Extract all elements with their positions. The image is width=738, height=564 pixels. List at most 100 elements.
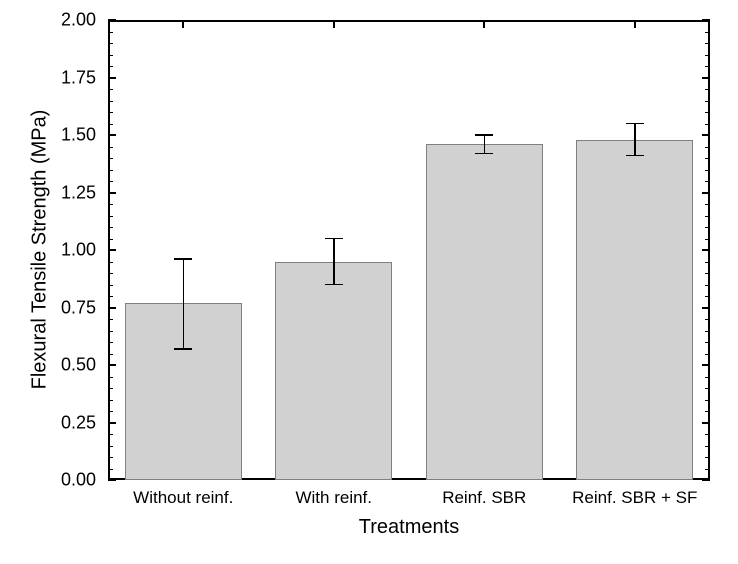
y-minor-tick [705,170,710,171]
y-minor-tick [108,181,113,182]
y-minor-tick [108,112,113,113]
bar [275,262,392,481]
y-tick [702,249,710,251]
y-minor-tick [108,446,113,447]
y-minor-tick [705,101,710,102]
x-tick-label: Reinf. SBR [442,488,526,508]
y-minor-tick [705,296,710,297]
y-minor-tick [705,124,710,125]
y-minor-tick [108,434,113,435]
y-minor-tick [108,457,113,458]
y-minor-tick [108,388,113,389]
y-minor-tick [705,89,710,90]
error-cap [626,123,644,125]
y-minor-tick [705,457,710,458]
y-tick [108,364,116,366]
y-minor-tick [108,216,113,217]
error-bar [484,135,486,153]
y-minor-tick [705,377,710,378]
y-minor-tick [705,204,710,205]
y-tick [108,307,116,309]
y-minor-tick [705,66,710,67]
y-minor-tick [108,239,113,240]
y-tick [702,422,710,424]
y-minor-tick [705,216,710,217]
y-minor-tick [705,434,710,435]
y-minor-tick [108,296,113,297]
y-tick-label: 2.00 [0,10,96,31]
error-cap [475,153,493,155]
y-minor-tick [705,354,710,355]
y-tick-label: 0.00 [0,470,96,491]
y-minor-tick [108,227,113,228]
y-tick [108,19,116,21]
error-bar [634,124,636,156]
y-tick [108,192,116,194]
y-minor-tick [108,342,113,343]
error-bar [333,239,335,285]
y-minor-tick [705,411,710,412]
error-cap [325,284,343,286]
y-axis-title: Flexural Tensile Strength (MPa) [29,80,52,420]
y-minor-tick [705,388,710,389]
error-cap [626,155,644,157]
x-tick [483,20,485,28]
y-minor-tick [705,181,710,182]
y-minor-tick [108,411,113,412]
y-minor-tick [705,239,710,240]
y-minor-tick [108,32,113,33]
y-minor-tick [705,158,710,159]
y-minor-tick [705,469,710,470]
y-minor-tick [108,319,113,320]
bar-chart: 0.000.250.500.751.001.251.501.752.00With… [0,0,738,564]
error-cap [325,238,343,240]
error-bar [183,259,185,349]
y-minor-tick [108,469,113,470]
y-minor-tick [705,319,710,320]
y-minor-tick [705,43,710,44]
y-tick [108,422,116,424]
y-minor-tick [705,400,710,401]
y-tick [108,134,116,136]
y-minor-tick [705,227,710,228]
y-minor-tick [108,124,113,125]
x-axis-title: Treatments [108,516,710,539]
y-minor-tick [108,55,113,56]
y-tick [108,479,116,481]
y-tick [702,364,710,366]
y-minor-tick [705,55,710,56]
y-minor-tick [108,147,113,148]
y-minor-tick [705,112,710,113]
y-minor-tick [108,66,113,67]
y-minor-tick [108,354,113,355]
y-minor-tick [108,89,113,90]
y-minor-tick [108,331,113,332]
x-tick [333,20,335,28]
y-minor-tick [108,43,113,44]
x-tick [634,20,636,28]
error-cap [475,134,493,136]
y-tick [702,192,710,194]
y-tick [108,249,116,251]
x-tick [182,20,184,28]
y-minor-tick [705,262,710,263]
y-minor-tick [108,377,113,378]
y-tick [702,19,710,21]
y-tick [702,479,710,481]
y-minor-tick [108,170,113,171]
y-minor-tick [108,273,113,274]
y-minor-tick [108,400,113,401]
y-tick [108,77,116,79]
error-cap [174,258,192,260]
y-tick [702,77,710,79]
y-minor-tick [705,331,710,332]
bar [576,140,693,480]
y-minor-tick [108,101,113,102]
y-minor-tick [108,204,113,205]
y-minor-tick [108,285,113,286]
y-minor-tick [705,342,710,343]
bar [426,144,543,480]
y-minor-tick [705,147,710,148]
x-tick-label: Without reinf. [133,488,233,508]
x-tick-label: Reinf. SBR + SF [572,488,697,508]
